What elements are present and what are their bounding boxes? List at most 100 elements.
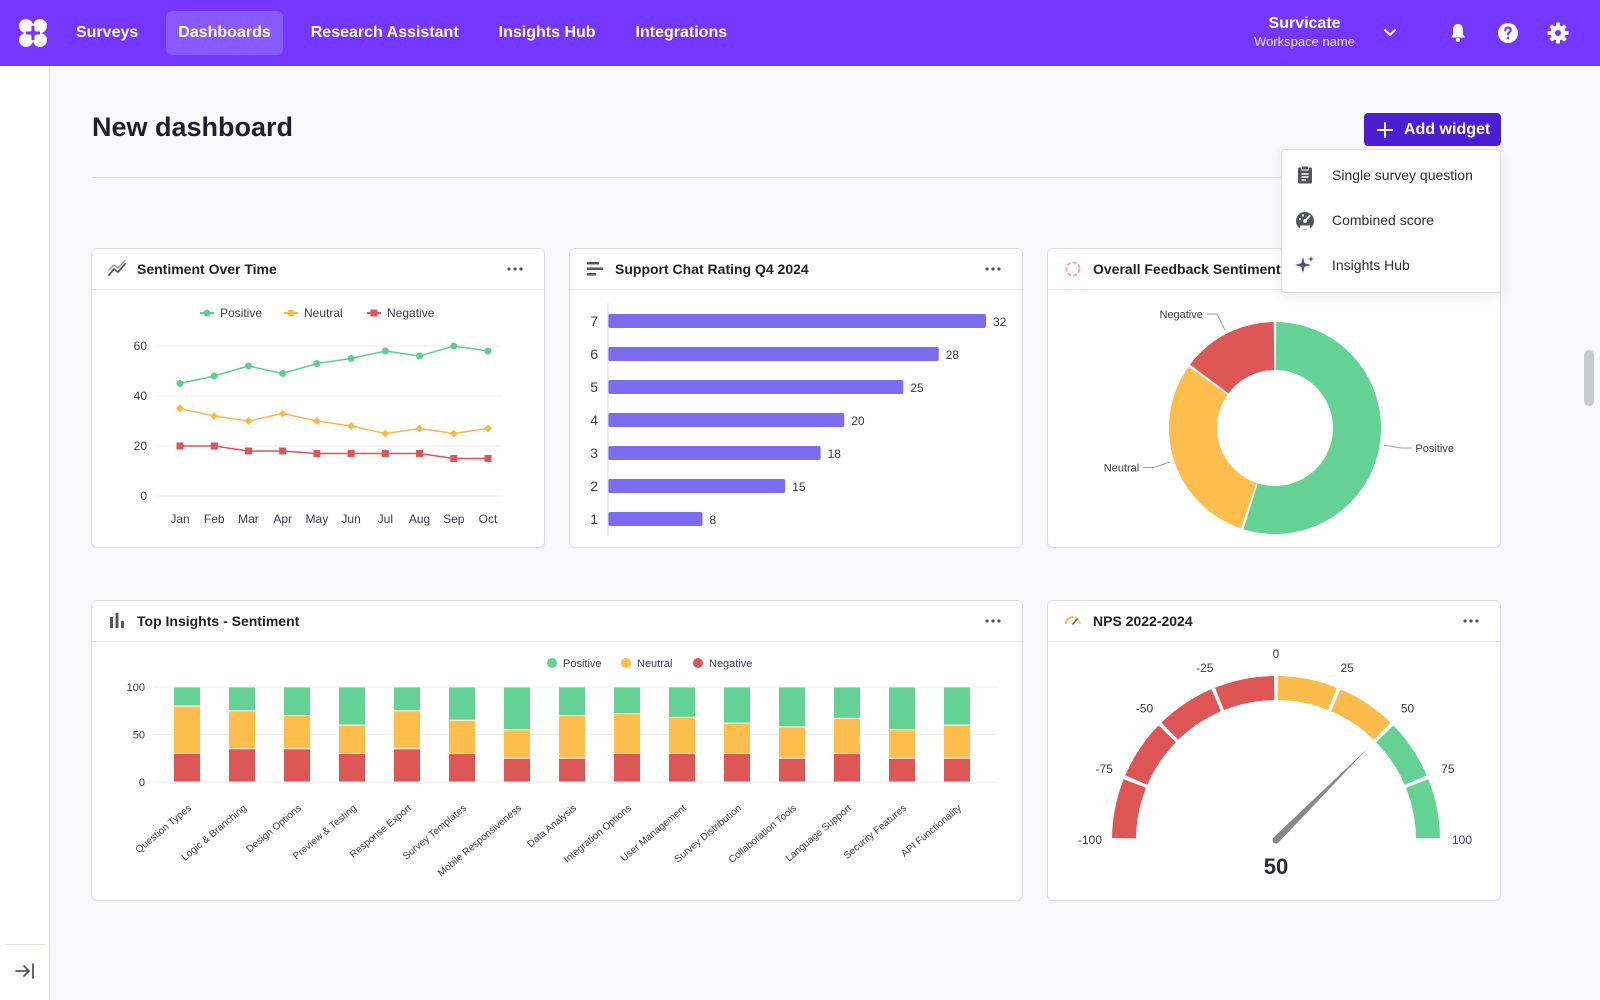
data-point — [313, 360, 321, 367]
menu-item-label: Single survey question — [1332, 166, 1473, 183]
menu-item-insights-hub[interactable]: Insights Hub — [1282, 242, 1500, 287]
workspace-switcher[interactable]: Survicate Workspace name — [1254, 14, 1355, 50]
gauge-tick-label: 50 — [1401, 701, 1415, 715]
data-point — [312, 417, 321, 425]
gauge-band-segment — [1112, 779, 1147, 839]
stacked-bar-segment — [229, 749, 255, 782]
bar — [608, 347, 939, 361]
data-point — [210, 412, 219, 420]
data-point — [279, 447, 287, 455]
gear-icon[interactable] — [1546, 21, 1570, 45]
add-widget-button[interactable]: Add widget — [1364, 113, 1501, 146]
bell-icon[interactable] — [1446, 21, 1470, 45]
x-tick-label: Jun — [341, 512, 360, 526]
widget-overall-feedback-sentiment: Overall Feedback Sentiment Positive Neutr… — [1047, 248, 1501, 548]
chevron-down-icon[interactable] — [1380, 22, 1400, 42]
widget-top-insights-sentiment: Top Insights - Sentiment Positive Neutral… — [91, 600, 1023, 901]
menu-item-label: Insights Hub — [1332, 256, 1410, 273]
stacked-bar-segment — [834, 718, 860, 753]
data-point — [449, 429, 458, 438]
y-tick-label: 2 — [590, 478, 598, 494]
stacked-bar-segment — [779, 758, 805, 782]
stacked-bar-segment — [614, 687, 640, 714]
nav-insights-hub[interactable]: Insights Hub — [498, 24, 596, 41]
stacked-bar-segment — [724, 754, 750, 782]
y-tick-label: 20 — [134, 439, 148, 453]
legend-label: Positive — [563, 658, 602, 670]
more-options-icon[interactable] — [506, 261, 524, 277]
stacked-bar-segment — [394, 749, 420, 782]
survicate-logo-icon[interactable] — [16, 16, 50, 50]
donut-slice-negative — [1189, 322, 1275, 394]
legend-marker — [621, 658, 631, 668]
widget-title: NPS 2022-2024 — [1093, 613, 1193, 629]
donut-slice-neutral — [1169, 366, 1257, 529]
nav-research-assistant[interactable]: Research Assistant — [310, 24, 459, 41]
expand-sidebar-icon[interactable] — [13, 959, 37, 983]
stacked-bar-segment — [229, 711, 255, 749]
gauge-tick-label: 100 — [1452, 833, 1472, 847]
data-point — [210, 372, 218, 380]
bar — [608, 380, 904, 394]
stacked-bar-segment — [174, 706, 200, 753]
stacked-bar-segment — [394, 711, 420, 749]
more-options-icon[interactable] — [984, 613, 1002, 629]
stacked-bar-segment — [834, 754, 860, 782]
legend-marker — [370, 309, 378, 317]
data-point — [450, 342, 458, 350]
bar-value-label: 8 — [710, 513, 717, 527]
data-point — [278, 409, 287, 418]
more-options-icon[interactable] — [984, 261, 1002, 277]
legend-label: Neutral — [637, 658, 672, 670]
bar-value-label: 15 — [792, 480, 806, 494]
slice-label-connector — [1143, 461, 1171, 469]
widget-header: Support Chat Rating Q4 2024 — [570, 249, 1022, 290]
slice-label: Positive — [1415, 443, 1454, 455]
add-widget-label: Add widget — [1404, 120, 1491, 138]
gauge-tick-label: -100 — [1078, 833, 1102, 847]
y-tick-label: 5 — [590, 379, 598, 395]
nav-dashboards[interactable]: Dashboards — [166, 11, 283, 55]
stacked-bar-segment — [779, 687, 805, 727]
data-point — [381, 429, 390, 438]
data-point — [484, 455, 492, 462]
slice-label-connector — [1383, 444, 1412, 449]
data-point — [347, 422, 356, 430]
bar-value-label: 32 — [993, 315, 1007, 329]
widget-title: Sentiment Over Time — [137, 261, 277, 277]
widget-nps: NPS 2022-2024 -100 -75 -50 -25 0 25 50 75 100 50 — [1047, 600, 1501, 901]
legend-marker — [287, 309, 295, 317]
stacked-bar-segment — [284, 749, 310, 782]
y-tick-label: 4 — [590, 412, 598, 428]
data-point — [450, 455, 458, 462]
slice-label: Negative — [1159, 309, 1202, 321]
help-icon[interactable] — [1496, 21, 1520, 45]
page-scrollbar[interactable] — [1584, 350, 1594, 406]
left-rail — [0, 66, 50, 1000]
nav-integrations[interactable]: Integrations — [635, 24, 728, 41]
gauge-band-segment — [1376, 725, 1427, 785]
more-options-icon[interactable] — [1462, 613, 1480, 629]
x-tick-label: Feb — [204, 512, 225, 526]
sparkle-icon — [1295, 255, 1314, 273]
nav-surveys[interactable]: Surveys — [76, 24, 139, 41]
y-tick-label: 40 — [134, 389, 148, 403]
donut-chart-icon — [1065, 261, 1081, 277]
stacked-bar-segment — [284, 687, 310, 715]
stacked-bar-segment — [944, 687, 970, 725]
data-point — [347, 355, 355, 362]
data-point — [416, 450, 424, 457]
bar-value-label: 28 — [946, 348, 960, 362]
stacked-bar-segment — [724, 723, 750, 753]
menu-item-single-survey-question[interactable]: Single survey question — [1282, 152, 1500, 197]
stacked-bar-segment — [559, 716, 585, 758]
bar — [608, 314, 986, 328]
bar-value-label: 20 — [851, 414, 865, 428]
widget-title: Overall Feedback Sentiment — [1093, 261, 1281, 277]
series-line-positive — [179, 345, 489, 385]
top-insights-stacked-chart: Positive Neutral Negative 0 50 100 Question Ty… — [127, 658, 997, 879]
data-point — [210, 442, 218, 450]
page-title: New dashboard — [92, 112, 294, 142]
gauge-band-segment — [1125, 725, 1176, 785]
menu-item-combined-score[interactable]: Combined score — [1282, 197, 1500, 242]
